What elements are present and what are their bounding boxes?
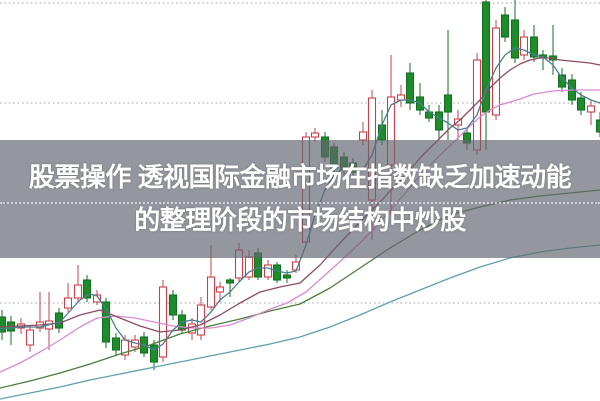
headline-line-2: 的整理阶段的市场结构中炒股 [134,205,466,235]
headline-overlay: 股票操作 透视国际金融市场在指数缺乏加速动能 的整理阶段的市场结构中炒股 [0,140,600,258]
headline-line-1: 股票操作 透视国际金融市场在指数缺乏加速动能 [28,162,572,192]
